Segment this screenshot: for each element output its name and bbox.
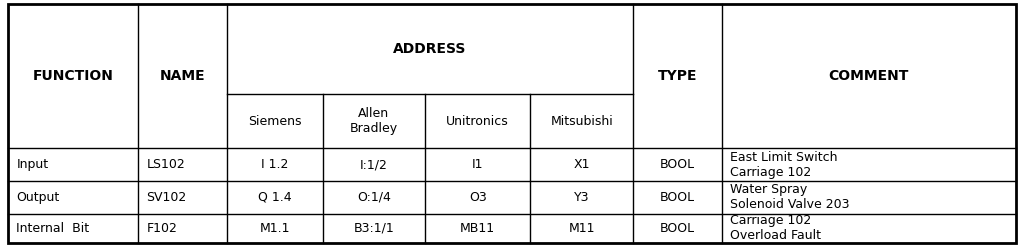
Text: X1: X1 <box>573 158 590 171</box>
Text: COMMENT: COMMENT <box>828 69 909 83</box>
Text: Unitronics: Unitronics <box>446 115 509 127</box>
Text: I1: I1 <box>472 158 483 171</box>
Text: O3: O3 <box>469 191 486 204</box>
Text: Water Spray
Solenoid Valve 203: Water Spray Solenoid Valve 203 <box>730 183 850 211</box>
Text: SV102: SV102 <box>146 191 186 204</box>
Text: Internal  Bit: Internal Bit <box>16 222 89 235</box>
Text: BOOL: BOOL <box>659 158 695 171</box>
Text: NAME: NAME <box>160 69 206 83</box>
Text: M1.1: M1.1 <box>260 222 290 235</box>
Text: Mitsubishi: Mitsubishi <box>550 115 613 127</box>
Text: Q 1.4: Q 1.4 <box>258 191 292 204</box>
Text: LS102: LS102 <box>146 158 185 171</box>
Text: Y3: Y3 <box>573 191 590 204</box>
Text: Input: Input <box>16 158 48 171</box>
Text: B3:1/1: B3:1/1 <box>353 222 394 235</box>
Text: M11: M11 <box>568 222 595 235</box>
Text: F102: F102 <box>146 222 177 235</box>
Text: Allen
Bradley: Allen Bradley <box>350 107 397 135</box>
Text: I 1.2: I 1.2 <box>261 158 289 171</box>
Text: East Limit Switch
Carriage 102: East Limit Switch Carriage 102 <box>730 150 838 179</box>
Text: I:1/2: I:1/2 <box>359 158 388 171</box>
Text: MB11: MB11 <box>460 222 496 235</box>
Text: FUNCTION: FUNCTION <box>33 69 114 83</box>
Text: BOOL: BOOL <box>659 191 695 204</box>
Text: Output: Output <box>16 191 59 204</box>
Text: BOOL: BOOL <box>659 222 695 235</box>
Text: Carriage 102
Overload Fault: Carriage 102 Overload Fault <box>730 214 821 243</box>
Text: ADDRESS: ADDRESS <box>393 42 467 56</box>
Text: TYPE: TYPE <box>657 69 697 83</box>
Text: Siemens: Siemens <box>248 115 302 127</box>
Text: O:1/4: O:1/4 <box>356 191 391 204</box>
